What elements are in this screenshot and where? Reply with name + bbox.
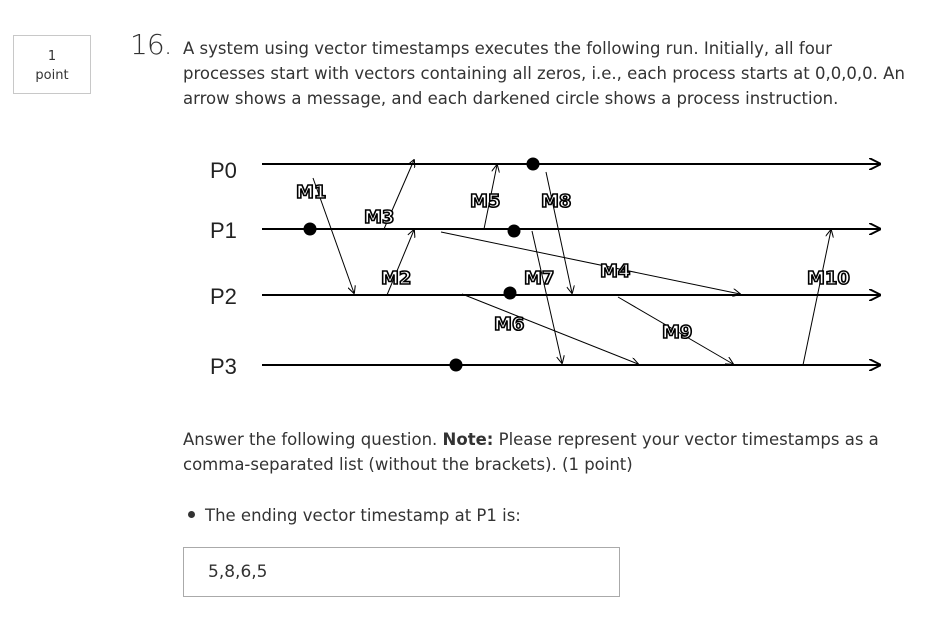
question-text: A system using vector timestamps execute… bbox=[183, 39, 905, 108]
message-label-m4: M4 bbox=[600, 261, 630, 282]
message-arrow-m2 bbox=[386, 230, 414, 296]
message-label-m3: M3 bbox=[364, 207, 394, 228]
message-label-m1: M1 bbox=[296, 182, 326, 203]
message-label-m8: M8 bbox=[541, 191, 571, 212]
points-value: 1 bbox=[47, 49, 57, 64]
event-dot-p1-a bbox=[303, 222, 317, 236]
message-label-m6: M6 bbox=[494, 314, 524, 335]
bullet-text: The ending vector timestamp at P1 is: bbox=[205, 506, 521, 525]
message-label-m5: M5 bbox=[470, 191, 500, 212]
event-dot-p2 bbox=[503, 286, 517, 300]
message-arrow-m6 bbox=[461, 293, 638, 364]
message-label-m7: M7 bbox=[524, 268, 554, 289]
instruction-prefix: Answer the following question. bbox=[183, 430, 443, 449]
answer-input[interactable]: 5,8,6,5 bbox=[183, 547, 620, 597]
points-unit: point bbox=[35, 68, 69, 83]
message-label-m10: M10 bbox=[807, 268, 850, 289]
answer-instructions: Answer the following question. Note: Ple… bbox=[183, 427, 903, 477]
process-label-p2: P2 bbox=[210, 284, 237, 309]
message-label-m9: M9 bbox=[662, 322, 692, 343]
question-number: 16. bbox=[130, 28, 173, 61]
bullet-dot-icon bbox=[188, 511, 195, 518]
message-arrow-m10 bbox=[802, 230, 831, 366]
note-label: Note: bbox=[442, 430, 494, 449]
points-badge: 1 point bbox=[13, 35, 91, 94]
process-label-p3: P3 bbox=[210, 354, 237, 379]
event-dot-p0 bbox=[526, 157, 540, 171]
question-bullet: The ending vector timestamp at P1 is: bbox=[188, 503, 521, 528]
message-label-m2: M2 bbox=[381, 268, 411, 289]
message-arrow-m8 bbox=[545, 171, 572, 293]
message-arrow-m5 bbox=[483, 165, 497, 230]
process-label-p1: P1 bbox=[210, 218, 237, 243]
instruction-suffix: Please represent your vector timestamps … bbox=[183, 430, 879, 474]
message-arrow-m4 bbox=[440, 231, 740, 294]
message-arrow-m3 bbox=[383, 160, 414, 230]
message-arrow-m9 bbox=[617, 296, 733, 364]
message-arrow-m1 bbox=[312, 177, 354, 293]
event-dot-p3 bbox=[449, 358, 463, 372]
process-label-p0: P0 bbox=[210, 158, 237, 183]
message-arrow-m7 bbox=[531, 230, 562, 363]
event-dot-p1-b bbox=[507, 224, 521, 238]
